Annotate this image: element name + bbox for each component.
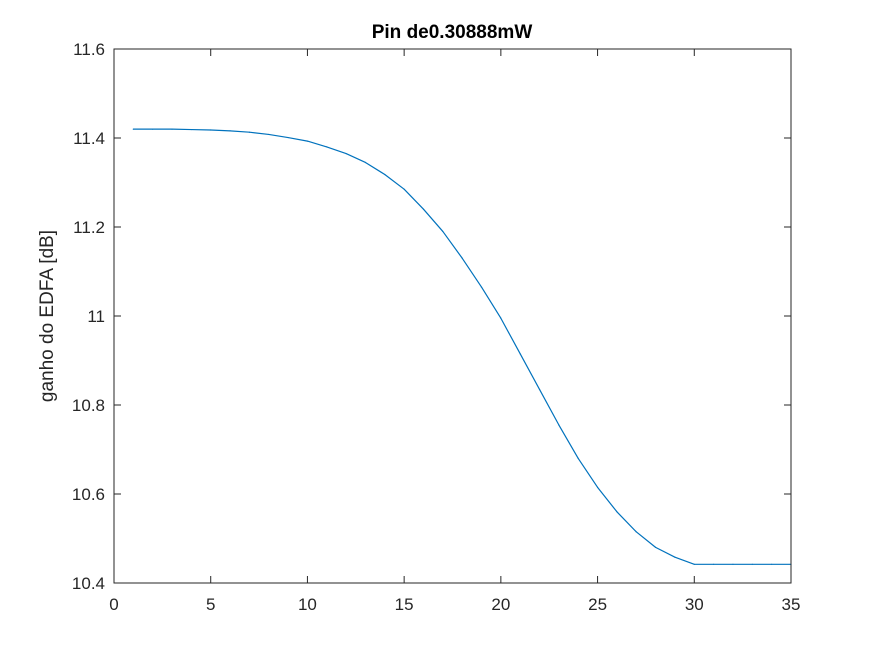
x-tick-label: 35 — [782, 595, 801, 614]
data-point — [384, 173, 386, 176]
x-tick-label: 25 — [588, 595, 607, 614]
data-point — [210, 129, 212, 131]
y-tick-label: 11.2 — [73, 218, 105, 237]
data-point — [326, 146, 328, 148]
data-point — [577, 457, 579, 459]
data-point — [287, 136, 289, 139]
data-point — [268, 133, 270, 136]
y-tick-label: 10.8 — [72, 396, 105, 415]
y-axis-ticks: 10.4 10.6 10.8 11 11.2 11.4 11.6 — [72, 40, 791, 593]
series-layer — [132, 128, 792, 565]
data-point — [306, 140, 309, 142]
y-tick-label: 11.6 — [73, 40, 105, 59]
x-tick-label: 30 — [685, 595, 704, 614]
data-point — [403, 188, 405, 190]
y-axis-label: ganho do EDFA [dB] — [37, 230, 58, 402]
data-point — [229, 130, 231, 132]
data-point — [674, 556, 676, 558]
data-point — [152, 128, 154, 130]
x-tick-label: 20 — [491, 595, 510, 614]
data-point — [345, 152, 347, 155]
y-tick-label: 11.4 — [73, 129, 105, 148]
chart-title: Pin de0.30888mW — [372, 22, 533, 43]
data-point — [519, 353, 521, 355]
data-point — [713, 563, 715, 565]
data-point — [190, 128, 192, 131]
data-point — [480, 286, 483, 288]
data-point — [732, 563, 734, 565]
data-point — [616, 511, 618, 513]
data-point — [751, 563, 753, 565]
data-point — [596, 486, 599, 488]
data-point — [442, 230, 444, 233]
plot-area — [114, 49, 791, 583]
x-axis-ticks: 0 5 10 15 20 25 30 35 — [109, 49, 800, 614]
data-point — [655, 546, 657, 549]
x-tick-label: 0 — [109, 595, 118, 614]
x-tick-label: 5 — [206, 595, 215, 614]
y-tick-label: 11 — [87, 307, 105, 326]
data-point — [461, 257, 463, 259]
data-point — [248, 131, 250, 133]
data-point — [635, 531, 637, 533]
data-point — [558, 424, 560, 426]
data-point — [538, 388, 541, 391]
data-point — [500, 317, 502, 319]
data-point — [422, 208, 425, 210]
x-tick-label: 15 — [395, 595, 414, 614]
y-tick-label: 10.4 — [72, 574, 105, 593]
data-point — [171, 128, 173, 130]
data-point — [771, 563, 773, 565]
data-point — [364, 161, 367, 164]
x-tick-label: 10 — [298, 595, 317, 614]
y-tick-label: 10.6 — [72, 485, 105, 504]
data-point — [693, 563, 695, 565]
data-point — [132, 128, 134, 130]
